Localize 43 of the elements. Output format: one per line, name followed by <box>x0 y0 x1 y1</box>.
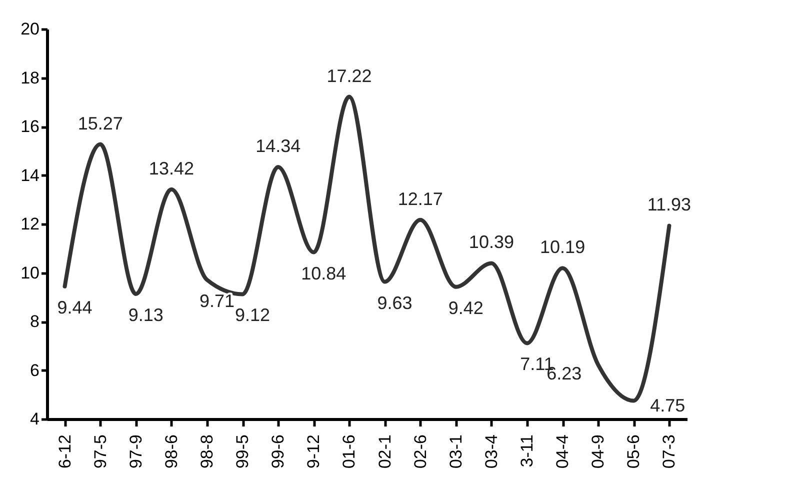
data-label: 9.42 <box>448 298 484 318</box>
x-tick-label: 98-6 <box>162 434 181 469</box>
x-tick-label: 07-3 <box>660 434 679 469</box>
x-tick-label: 03-1 <box>446 434 466 469</box>
x-tick-label: 9-12 <box>304 434 324 469</box>
y-tick-label: 4 <box>30 410 40 428</box>
y-tick-label: 20 <box>20 20 40 38</box>
x-tick-label: 05-6 <box>624 434 644 469</box>
y-tick-label: 16 <box>20 117 40 136</box>
data-label: 17.22 <box>326 66 372 86</box>
y-tick-label: 10 <box>20 263 40 282</box>
y-tick-label: 8 <box>30 312 40 331</box>
data-label: 13.42 <box>148 158 194 178</box>
x-tick-label: 02-1 <box>375 434 394 469</box>
x-tick-label: 97-9 <box>126 434 146 469</box>
data-label: 11.93 <box>647 194 692 215</box>
data-label: 9.63 <box>377 292 412 313</box>
y-tick-label: 18 <box>20 68 40 88</box>
x-tick-label: 01-6 <box>340 434 359 469</box>
x-tick-label: 97-5 <box>90 434 110 469</box>
x-tick-label: 99-5 <box>233 434 252 469</box>
data-label: 9.71 <box>199 290 235 311</box>
x-tick-label: 03-4 <box>482 434 501 469</box>
data-label: 14.34 <box>256 136 301 156</box>
data-label: 10.19 <box>540 237 586 258</box>
x-tick-label: 02-6 <box>410 434 430 469</box>
data-label: 9.44 <box>57 297 92 318</box>
x-tick-label: 6-12 <box>55 434 74 469</box>
data-label: 10.84 <box>301 263 346 284</box>
y-tick-label: 6 <box>30 360 40 380</box>
x-tick-label: 04-4 <box>553 434 572 469</box>
data-label: 15.27 <box>78 113 123 134</box>
y-tick-label: 14 <box>20 166 40 185</box>
x-tick-label: 3-11 <box>518 434 536 468</box>
data-label: 9.12 <box>235 305 270 326</box>
data-label: 4.75 <box>650 396 686 416</box>
y-tick-label: 12 <box>20 214 40 234</box>
x-tick-label: 98-8 <box>198 434 216 469</box>
x-tick-label: 04-9 <box>588 434 608 469</box>
data-label: 9.13 <box>128 304 164 325</box>
data-label: 12.17 <box>398 188 443 209</box>
data-label: 10.39 <box>468 232 514 252</box>
x-tick-label: 99-6 <box>268 434 288 469</box>
